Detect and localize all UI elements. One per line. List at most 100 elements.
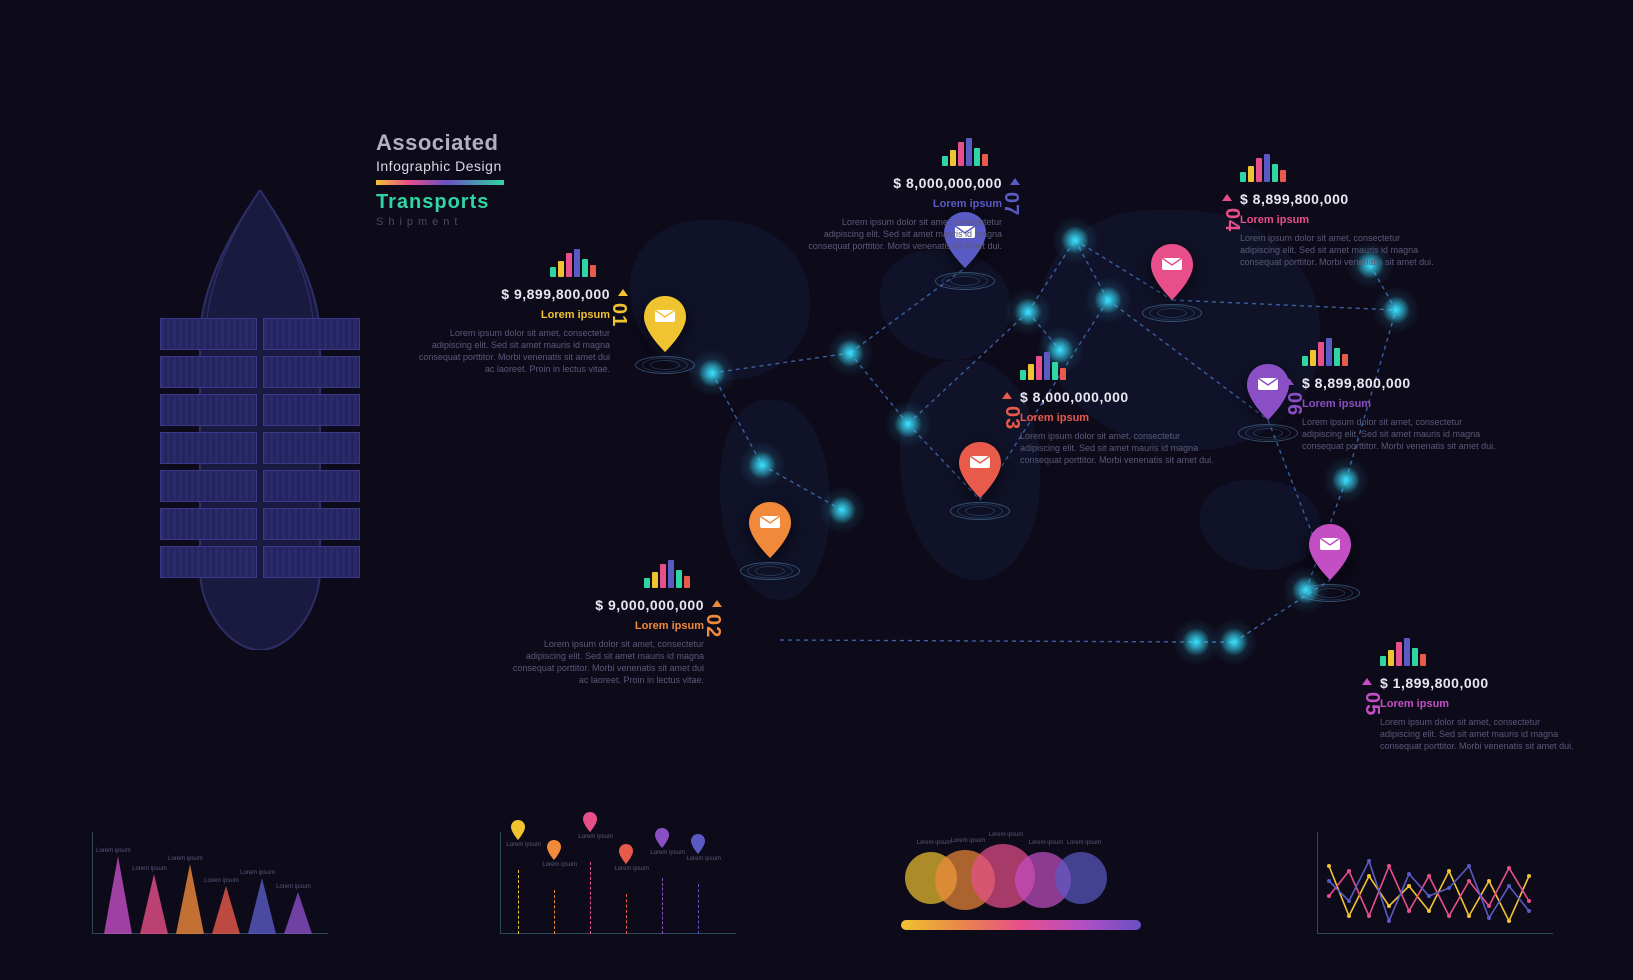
chart-label: Lorem ipsum <box>614 866 649 872</box>
chart-label: Lorem ipsum <box>989 832 1024 838</box>
callout-05: $ 1,899,800,000 Lorem ipsum 05 Lorem ips… <box>1380 674 1580 752</box>
pinbar-stem <box>662 878 663 934</box>
callout-subtitle: Lorem ipsum <box>504 619 704 634</box>
mini-bar-chart <box>644 558 704 588</box>
callout-value: $ 8,899,800,000 <box>1240 190 1440 209</box>
route-node-glow <box>1332 466 1360 494</box>
callout-body: Lorem ipsum dolor sit amet, consectetur … <box>410 327 610 376</box>
chart-label: Lorem ipsum <box>578 834 613 840</box>
route-node-glow <box>894 410 922 438</box>
mini-bar-chart <box>1020 350 1080 380</box>
mini-bar-chart <box>1240 152 1300 182</box>
pinbar-stem <box>554 890 555 934</box>
chart-label: Lorem ipsum <box>1067 840 1102 846</box>
mini-bar-chart <box>942 136 1002 166</box>
subtitle-infographic: Infographic Design <box>376 158 504 174</box>
route-node-glow <box>698 359 726 387</box>
arrow-up-icon <box>712 600 722 607</box>
container-crate <box>160 356 257 388</box>
header-block: Associated Infographic Design Transports… <box>376 130 504 228</box>
callout-value: $ 9,899,800,000 <box>410 285 610 304</box>
container-crate <box>160 546 257 578</box>
bubble-chart: Lorem ipsumLorem ipsumLorem ipsumLorem i… <box>891 826 1151 946</box>
callout-03: $ 8,000,000,000 Lorem ipsum 03 Lorem ips… <box>1020 388 1220 466</box>
callout-subtitle: Lorem ipsum <box>1380 697 1580 712</box>
callout-index: 06 <box>1280 392 1307 416</box>
container-crate <box>263 470 360 502</box>
callout-subtitle: Lorem ipsum <box>1302 397 1502 412</box>
arrow-up-icon <box>1362 678 1372 685</box>
triangle-bar <box>140 874 168 934</box>
pinbar-stem <box>698 884 699 934</box>
chart-label: Lorem ipsum <box>506 842 541 848</box>
chart-label: Lorem ipsum <box>542 862 577 868</box>
mini-bar-chart <box>550 247 610 277</box>
bottom-charts-row: Lorem ipsumLorem ipsumLorem ipsumLorem i… <box>0 816 1633 946</box>
container-crate <box>263 394 360 426</box>
container-crate <box>263 508 360 540</box>
route-node-glow <box>1182 628 1210 656</box>
chart-label: Lorem ipsum <box>132 866 167 872</box>
container-crate <box>160 432 257 464</box>
arrow-up-icon <box>1284 378 1294 385</box>
chart-label: Lorem ipsum <box>686 856 721 862</box>
arrow-up-icon <box>618 289 628 296</box>
chart-label: Lorem ipsum <box>204 878 239 884</box>
container-crate <box>263 356 360 388</box>
route-node-glow <box>836 339 864 367</box>
chart-label: Lorem ipsum <box>96 848 131 854</box>
arrow-up-icon <box>1010 178 1020 185</box>
route-node-glow <box>1061 226 1089 254</box>
pinbar-stem <box>518 870 519 934</box>
route-node-glow <box>1094 286 1122 314</box>
location-pin-03 <box>959 442 1001 498</box>
callout-body: Lorem ipsum dolor sit amet, consectetur … <box>1240 232 1440 268</box>
callout-body: Lorem ipsum dolor sit amet, consectetur … <box>1380 716 1580 752</box>
route-node-glow <box>1220 628 1248 656</box>
triangle-bar <box>176 864 204 934</box>
route-node-glow <box>1014 298 1042 326</box>
gradient-divider <box>376 180 504 185</box>
callout-index: 01 <box>605 303 632 327</box>
callout-value: $ 1,899,800,000 <box>1380 674 1580 693</box>
callout-body: Lorem ipsum dolor sit amet, consectetur … <box>1302 416 1502 452</box>
callout-01: $ 9,899,800,000 Lorem ipsum 01 Lorem ips… <box>410 285 610 375</box>
callout-index: 03 <box>998 406 1025 430</box>
callout-index: 05 <box>1358 692 1385 716</box>
location-pin-01 <box>644 296 686 352</box>
callout-index: 02 <box>699 614 726 638</box>
triangle-bar <box>212 886 240 934</box>
container-crate <box>263 546 360 578</box>
pinbar-chart: Lorem ipsum Lorem ipsum Lorem ipsum Lorem i… <box>482 826 742 946</box>
container-crate <box>263 318 360 350</box>
mini-bar-chart <box>1302 336 1362 366</box>
pinbar-stem <box>590 862 591 934</box>
chart-label: Lorem ipsum <box>240 870 275 876</box>
chart-label: Lorem ipsum <box>917 840 952 846</box>
callout-index: 04 <box>1218 208 1245 232</box>
chart-label: Lorem ipsum <box>951 838 986 844</box>
chart-label: Lorem ipsum <box>1029 840 1064 846</box>
callout-04: $ 8,899,800,000 Lorem ipsum 04 Lorem ips… <box>1240 190 1440 268</box>
title-transports: Transports <box>376 191 504 214</box>
callout-body: Lorem ipsum dolor sit amet, consectetur … <box>504 638 704 687</box>
callout-06: $ 8,899,800,000 Lorem ipsum 06 Lorem ips… <box>1302 374 1502 452</box>
container-crate <box>160 394 257 426</box>
route-node-glow <box>828 496 856 524</box>
cargo-ship <box>150 190 370 650</box>
callout-07: $ 8,000,000,000 Lorem ipsum 07 Lorem ips… <box>802 174 1002 252</box>
bubble-point <box>1055 852 1107 904</box>
callout-value: $ 8,000,000,000 <box>802 174 1002 193</box>
callout-value: $ 8,899,800,000 <box>1302 374 1502 393</box>
callout-body: Lorem ipsum dolor sit amet, consectetur … <box>1020 430 1220 466</box>
container-crate <box>263 432 360 464</box>
container-grid <box>160 318 360 584</box>
chart-label: Lorem ipsum <box>276 884 311 890</box>
route-node-glow <box>1382 296 1410 324</box>
gradient-wave <box>901 920 1141 930</box>
callout-index: 07 <box>997 192 1024 216</box>
title-associated: Associated <box>376 130 504 156</box>
container-crate <box>160 318 257 350</box>
triangle-bar <box>248 878 276 934</box>
location-pin-05 <box>1309 524 1351 580</box>
